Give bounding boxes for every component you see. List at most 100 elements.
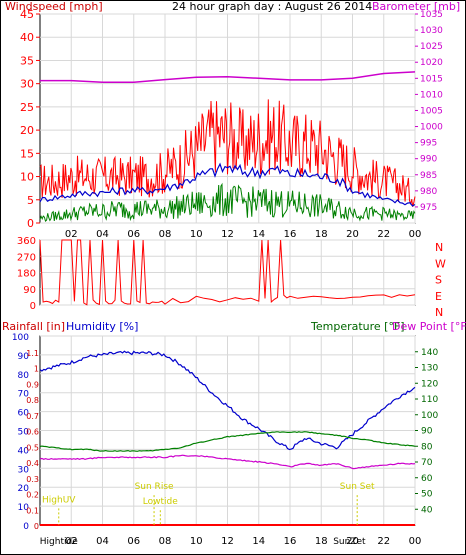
humidity-series (39, 350, 416, 526)
barometer-axis-label: Barometer [mb] (372, 0, 460, 13)
wind-y-tick-label: 30 (20, 78, 34, 91)
annotation-label: Lowtide (143, 497, 178, 507)
wind-y-tick-label: 0 (27, 217, 34, 230)
barometer-y-tick-label: 975 (420, 203, 437, 213)
wind-y-tick-label: 45 (20, 8, 34, 21)
rainfall-y-tick-label: 0.2 (26, 491, 39, 500)
direction-y-tick-label: 180 (17, 269, 36, 280)
rainfall-y-ticks: 0 0.1 0.2 0.3 0.4 0.5 0.6 0.7 0.8 0.9 1 1.1 (26, 349, 39, 531)
barometer-y-tick-label: 1000 (420, 123, 443, 133)
wind-x-tick-label: 12 (221, 229, 234, 240)
humidity-y-ticks: 0 10 20 30 40 50 60 70 80 90 100 (12, 333, 29, 532)
wind-x-tick-label: 06 (127, 229, 140, 240)
rainfall-y-tick-label: 1 (34, 365, 39, 374)
compass-label: E (435, 290, 442, 303)
humidity-x-tick-label: 00 (409, 536, 422, 547)
rainfall-y-tick-label: 0.8 (26, 396, 39, 405)
humidity-y-tick-label: 0 (23, 522, 29, 532)
wind-y-tick-label: 15 (20, 147, 34, 160)
humidity-x-tick-label: 20 (346, 536, 359, 547)
wind-y-tick-label: 10 (20, 171, 34, 184)
wind-axis-label: Windspeed [mph] (5, 0, 103, 13)
humidity-axis-label: Humidity [%] (66, 320, 138, 333)
wind-y-tick-label: 35 (20, 54, 34, 67)
wind-gust-line (39, 99, 416, 207)
humidity-x-tick-label: 10 (190, 536, 203, 547)
humidity-x-tick-label: 16 (284, 536, 297, 547)
compass-label: W (435, 257, 446, 270)
wind-x-tick-label: 08 (159, 229, 172, 240)
barometer-y-tick-label: 980 (420, 187, 437, 197)
rainfall-y-tick-label: 0.6 (26, 428, 39, 437)
rainfall-y-tick-label: 0.5 (26, 443, 39, 452)
wind-series (39, 71, 416, 223)
temperature-y-tick-label: 40 (421, 505, 433, 515)
direction-y-tick-label: 90 (23, 285, 36, 296)
wind-x-tick-label: 22 (377, 229, 390, 240)
temperature-y-tick-label: 70 (421, 458, 433, 468)
humidity-y-tick-label: 90 (18, 352, 30, 362)
humidity-y-tick-label: 60 (18, 409, 30, 419)
rainfall-y-tick-label: 0.7 (26, 412, 39, 421)
temperature-y-tick-label: 50 (421, 490, 433, 500)
humidity-y-tick-label: 20 (18, 484, 30, 494)
direction-y-tick-label: 270 (17, 252, 36, 263)
humidity-y-tick-label: 30 (18, 465, 30, 475)
event-bottom-label: SunZet (333, 537, 366, 547)
rainfall-y-tick-label: 0.1 (26, 506, 39, 515)
barometer-y-tick-label: 1035 (420, 10, 443, 20)
wind-y-tick-label: 5 (27, 194, 34, 207)
wind-x-tick-label: 18 (315, 229, 328, 240)
wind-x-tick-label: 02 (65, 229, 78, 240)
humidity-y-tick-label: 40 (18, 446, 30, 456)
direction-y-tick-label: 360 (17, 236, 36, 247)
event-bottom-label: Hightide (40, 537, 78, 547)
compass-label: N (435, 241, 443, 254)
humidity-x-tick-label: 08 (159, 536, 172, 547)
direction-y-tick-label: 0 (30, 301, 36, 312)
rainfall-y-tick-label: 0 (34, 522, 39, 531)
barometer-y-tick-label: 1015 (420, 74, 443, 84)
wind-x-tick-label: 14 (252, 229, 265, 240)
dew-point-line (39, 454, 416, 470)
wind-x-tick-label: 10 (190, 229, 203, 240)
barometer-y-tick-label: 990 (420, 155, 437, 165)
temperature-y-tick-label: 100 (421, 411, 438, 421)
annotation-label: Sun Rise (135, 482, 174, 492)
wind-x-tick-label: 20 (346, 229, 359, 240)
annotation-label: Sun Set (340, 482, 375, 492)
temperature-y-ticks: 40 50 60 70 80 90 100 110 120 130 140 (415, 348, 438, 515)
chart-title: 24 hour graph day : August 26 2014 (172, 0, 372, 13)
compass-label: N (435, 306, 443, 319)
humidity-x-tick-label: 18 (315, 536, 328, 547)
humidity-y-tick-label: 50 (18, 428, 30, 438)
direction-grid (40, 239, 416, 306)
wind-y-ticks: 0 5 10 15 20 25 30 35 40 45 (20, 8, 40, 230)
humidity-x-tick-label: 06 (127, 536, 140, 547)
rainfall-y-tick-label: 1.1 (26, 349, 39, 358)
event-annotations: HighUV Sun Rise Lowtide Sun Set Hightide SunZ… (40, 482, 375, 547)
rainfall-y-tick-label: 0.3 (26, 475, 39, 484)
wind-y-tick-label: 25 (20, 101, 34, 114)
temperature-y-tick-label: 60 (421, 474, 433, 484)
humidity-x-tick-label: 02 (65, 536, 78, 547)
humidity-y-tick-label: 80 (18, 371, 30, 381)
wind-direction-line (39, 239, 416, 306)
wind-y-tick-label: 20 (20, 124, 34, 137)
temperature-y-tick-label: 140 (421, 348, 438, 358)
annotation-label: HighUV (42, 495, 76, 505)
barometer-line (40, 71, 416, 83)
temperature-y-tick-label: 80 (421, 442, 433, 452)
temperature-y-tick-label: 120 (421, 379, 438, 389)
temperature-y-tick-label: 90 (421, 427, 433, 437)
humidity-x-tick-label: 04 (96, 536, 109, 547)
rainfall-axis-label: Rainfall [in] (2, 320, 65, 333)
direction-series (39, 239, 416, 306)
wind-x-ticks: 02 04 06 08 10 12 14 16 18 20 22 00 (65, 229, 421, 240)
barometer-y-tick-label: 1005 (420, 106, 443, 116)
barometer-y-tick-label: 995 (420, 139, 437, 149)
direction-y-ticks: 0 90 180 270 360 (17, 236, 36, 312)
